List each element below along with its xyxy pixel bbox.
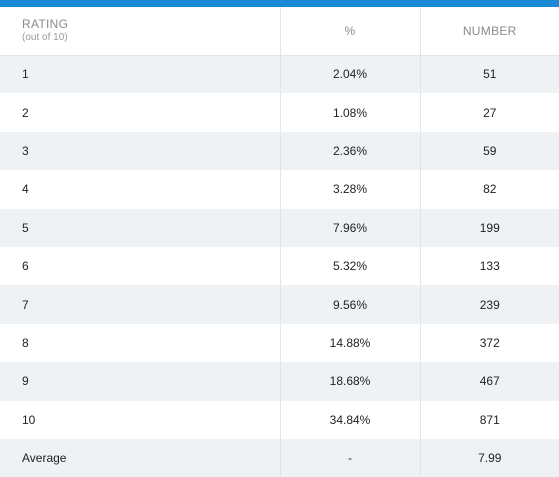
cell-percent: 2.04% — [279, 55, 420, 94]
table-row-average: Average - 7.99 — [0, 438, 559, 477]
cell-number: 871 — [419, 400, 559, 439]
cell-number: 239 — [419, 285, 559, 324]
cell-percent: 1.08% — [279, 93, 420, 132]
cell-number: 59 — [419, 131, 559, 171]
cell-percent: 5.32% — [279, 246, 420, 286]
table-row: 5 7.96% 199 — [0, 208, 559, 247]
cell-rating: 10 — [0, 400, 280, 439]
table-row: 4 3.28% 82 — [0, 170, 559, 209]
cell-rating: 8 — [0, 323, 280, 363]
cell-percent: 14.88% — [279, 323, 420, 363]
cell-number: 372 — [419, 323, 559, 363]
cell-average-percent: - — [279, 438, 420, 477]
cell-number: 27 — [419, 93, 559, 132]
header-rating-label: RATING — [22, 16, 69, 31]
table-row: 9 18.68% 467 — [0, 362, 559, 401]
table-header-row: RATING (out of 10) % NUMBER — [0, 7, 559, 56]
cell-rating: 4 — [0, 170, 280, 209]
cell-number: 82 — [419, 170, 559, 209]
cell-rating: 2 — [0, 93, 280, 132]
table-row: 3 2.36% 59 — [0, 131, 559, 171]
table-row: 7 9.56% 239 — [0, 285, 559, 324]
rating-table: RATING (out of 10) % NUMBER 1 2.04% 51 2… — [0, 7, 559, 477]
header-rating: RATING (out of 10) — [0, 7, 280, 56]
cell-number: 133 — [419, 246, 559, 286]
cell-number: 51 — [419, 55, 559, 94]
cell-average-label: Average — [0, 438, 280, 477]
cell-average-number: 7.99 — [419, 438, 559, 477]
table-row: 6 5.32% 133 — [0, 246, 559, 286]
header-rating-sublabel: (out of 10) — [22, 31, 68, 43]
cell-number: 199 — [419, 208, 559, 247]
cell-percent: 18.68% — [279, 362, 420, 401]
cell-number: 467 — [419, 362, 559, 401]
table-row: 2 1.08% 27 — [0, 93, 559, 132]
header-number: NUMBER — [419, 7, 559, 56]
cell-rating: 3 — [0, 131, 280, 171]
table-row: 10 34.84% 871 — [0, 400, 559, 439]
table-row: 8 14.88% 372 — [0, 323, 559, 363]
cell-percent: 3.28% — [279, 170, 420, 209]
cell-rating: 9 — [0, 362, 280, 401]
cell-rating: 1 — [0, 55, 280, 94]
cell-rating: 7 — [0, 285, 280, 324]
cell-percent: 7.96% — [279, 208, 420, 247]
accent-bar — [0, 0, 559, 7]
cell-rating: 6 — [0, 246, 280, 286]
cell-percent: 34.84% — [279, 400, 420, 439]
table-row: 1 2.04% 51 — [0, 55, 559, 94]
cell-percent: 2.36% — [279, 131, 420, 171]
header-percent: % — [279, 7, 420, 56]
cell-rating: 5 — [0, 208, 280, 247]
cell-percent: 9.56% — [279, 285, 420, 324]
